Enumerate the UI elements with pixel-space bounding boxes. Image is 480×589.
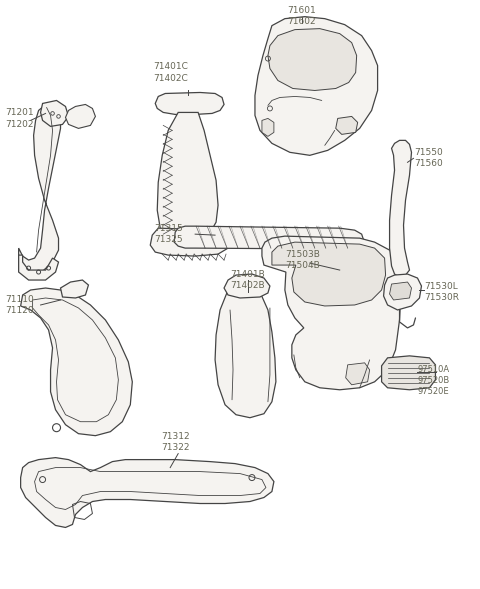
Polygon shape	[21, 458, 274, 527]
Polygon shape	[19, 255, 59, 280]
Text: 97510A
97520B
97520E: 97510A 97520B 97520E	[418, 365, 450, 396]
Polygon shape	[19, 104, 60, 275]
Polygon shape	[390, 140, 411, 277]
Polygon shape	[60, 280, 88, 298]
Polygon shape	[41, 101, 69, 127]
Text: 71315
71325: 71315 71325	[154, 224, 183, 244]
Polygon shape	[262, 236, 402, 390]
Text: 71110
71120: 71110 71120	[6, 295, 35, 315]
Text: 71503B
71504B: 71503B 71504B	[285, 250, 320, 270]
Polygon shape	[157, 112, 218, 242]
Polygon shape	[174, 226, 364, 249]
Polygon shape	[262, 118, 274, 137]
Text: 71312
71322: 71312 71322	[161, 432, 190, 452]
Polygon shape	[382, 356, 435, 390]
Text: 71401C
71402C: 71401C 71402C	[153, 62, 188, 82]
Text: 71201
71202: 71201 71202	[6, 108, 34, 128]
Text: 71601
71602: 71601 71602	[288, 6, 316, 26]
Polygon shape	[384, 274, 421, 310]
Polygon shape	[390, 282, 411, 300]
Text: 71530L
71530R: 71530L 71530R	[424, 282, 459, 302]
Polygon shape	[346, 363, 370, 385]
Polygon shape	[255, 16, 378, 155]
Polygon shape	[272, 242, 385, 306]
Polygon shape	[155, 92, 224, 114]
Polygon shape	[21, 288, 132, 436]
Text: 71401B
71402B: 71401B 71402B	[230, 270, 265, 290]
Polygon shape	[224, 274, 270, 298]
Polygon shape	[336, 117, 358, 134]
Polygon shape	[268, 29, 357, 91]
Polygon shape	[65, 104, 96, 128]
Polygon shape	[150, 228, 230, 256]
Text: 71550
71560: 71550 71560	[415, 148, 443, 168]
Polygon shape	[215, 290, 276, 418]
